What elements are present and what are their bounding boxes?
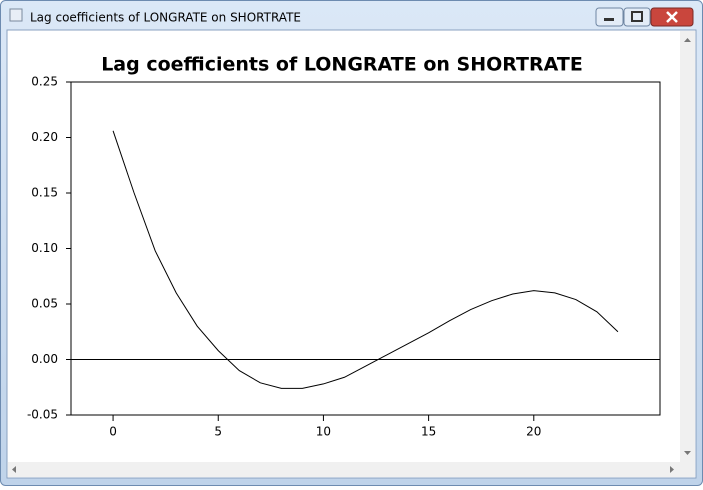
x-tick-label: 10 — [316, 425, 331, 439]
y-tick-label: 0.25 — [31, 75, 58, 89]
y-tick-label: -0.05 — [27, 408, 58, 422]
y-tick-label: 0.20 — [31, 130, 58, 144]
x-tick-label: 15 — [421, 425, 436, 439]
client-area — [6, 29, 697, 479]
size-grip — [680, 462, 695, 477]
y-tick-label: 0.10 — [31, 241, 58, 255]
vertical-scrollbar[interactable] — [680, 31, 695, 462]
window-icon — [9, 8, 23, 22]
minimize-button[interactable] — [595, 7, 624, 27]
y-tick-label: 0.15 — [31, 186, 58, 200]
window-title: Lag coefficients of LONGRATE on SHORTRAT… — [30, 11, 301, 25]
x-tick-label: 5 — [214, 425, 222, 439]
series-line — [112, 130, 619, 389]
x-tick-label: 0 — [109, 425, 117, 439]
x-tick-label: 20 — [526, 425, 541, 439]
y-tick-label: 0.00 — [31, 352, 58, 366]
y-tick-label: 0.05 — [31, 297, 58, 311]
chart-title: Lag coefficients of LONGRATE on SHORTRAT… — [101, 54, 583, 76]
close-button[interactable] — [650, 7, 694, 27]
horizontal-scrollbar[interactable] — [8, 462, 680, 477]
maximize-button[interactable] — [623, 7, 651, 27]
plot: -0.05 0.00 0.05 0.10 0.15 0.20 0.25 0 5 10 15 20 — [27, 75, 660, 439]
